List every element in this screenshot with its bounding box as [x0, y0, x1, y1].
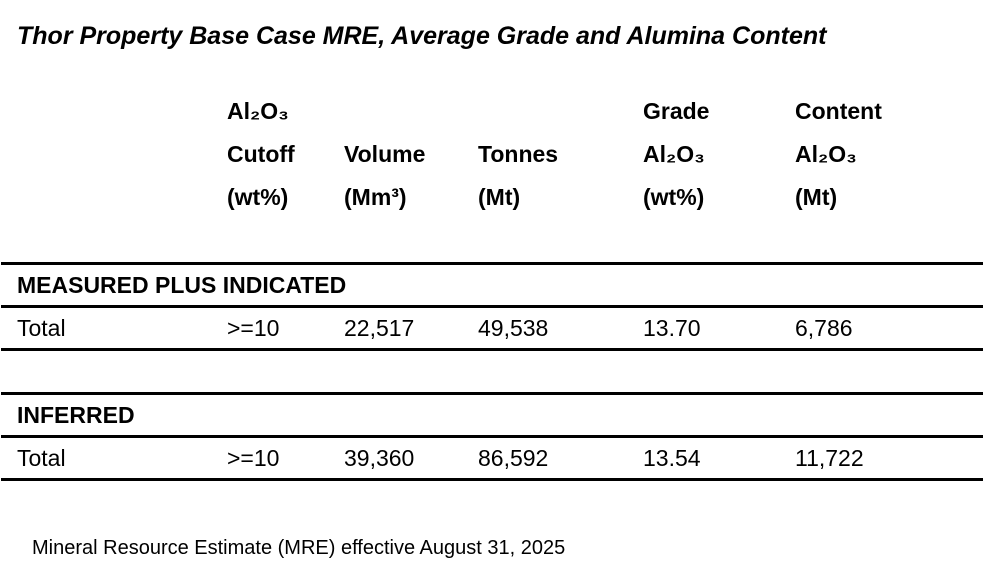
page-title: Thor Property Base Case MRE, Average Gra…	[17, 22, 827, 50]
column-header-line	[478, 90, 643, 133]
column-header-line: (Mm³)	[344, 184, 407, 210]
effective-date-note: Mineral Resource Estimate (MRE) effectiv…	[32, 537, 566, 559]
column-header-volume: Volume (Mm³)	[344, 90, 478, 219]
column-header-line: Al₂O₃	[795, 141, 857, 167]
cell-grade: 13.70	[643, 306, 795, 351]
row-label: Total	[1, 306, 227, 351]
cell-cutoff: >=10	[227, 436, 344, 481]
column-header-row: Al₂O₃ Cutoff (wt%) Volume (Mm³) Tonnes (…	[1, 90, 983, 219]
blank-divider-row	[1, 349, 983, 395]
section-header-label: MEASURED PLUS INDICATED	[1, 262, 983, 308]
column-header-content: Content Al₂O₃ (Mt)	[795, 90, 983, 219]
column-header-line: Volume	[344, 141, 426, 167]
row-label: Total	[1, 436, 227, 481]
cell-cutoff: >=10	[227, 306, 344, 351]
cell-content: 6,786	[795, 306, 983, 351]
spacer-row	[1, 219, 983, 264]
column-header-line: (wt%)	[227, 184, 289, 210]
table-row-inferred-total: Total >=10 39,360 86,592 13.54 11,722	[1, 436, 983, 481]
cell-volume: 39,360	[344, 436, 478, 481]
column-header-line	[344, 90, 478, 133]
column-header-line: Content	[795, 98, 882, 124]
column-header-line: Al₂O₃	[643, 141, 705, 167]
column-header-line: Cutoff	[227, 141, 295, 167]
cell-tonnes: 86,592	[478, 436, 643, 481]
cell-volume: 22,517	[344, 306, 478, 351]
column-header-tonnes: Tonnes (Mt)	[478, 90, 643, 219]
cell-grade: 13.54	[643, 436, 795, 481]
mre-table: Al₂O₃ Cutoff (wt%) Volume (Mm³) Tonnes (…	[1, 90, 983, 481]
table-row-measured-total: Total >=10 22,517 49,538 13.70 6,786	[1, 306, 983, 351]
cell-content: 11,722	[795, 436, 983, 481]
section-header-measured-plus-indicated: MEASURED PLUS INDICATED	[1, 262, 983, 308]
column-header-category	[1, 90, 227, 219]
column-header-grade: Grade Al₂O₃ (wt%)	[643, 90, 795, 219]
column-header-line: (Mt)	[478, 184, 521, 210]
column-header-line: Al₂O₃	[227, 98, 289, 124]
cell-tonnes: 49,538	[478, 306, 643, 351]
column-header-line: (Mt)	[795, 184, 838, 210]
column-header-line: Grade	[643, 98, 710, 124]
column-header-line: Tonnes	[478, 141, 559, 167]
section-header-inferred: INFERRED	[1, 392, 983, 438]
column-header-cutoff: Al₂O₃ Cutoff (wt%)	[227, 90, 344, 219]
column-header-line: (wt%)	[643, 184, 705, 210]
section-header-label: INFERRED	[1, 392, 983, 438]
